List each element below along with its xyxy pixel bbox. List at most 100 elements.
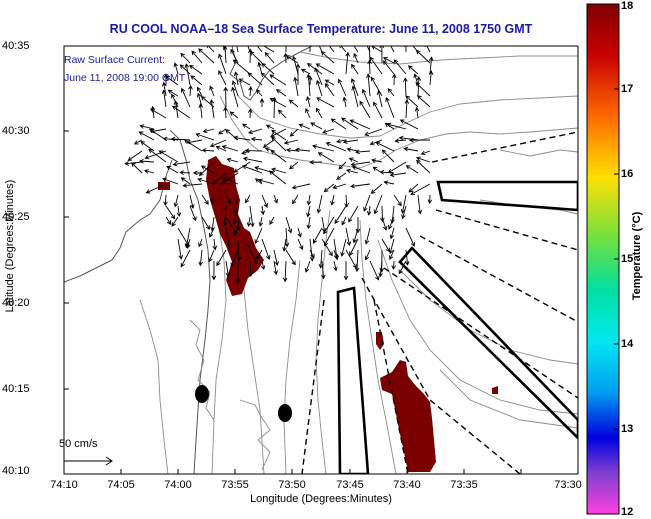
current-vector <box>427 194 433 205</box>
current-vector <box>306 73 311 97</box>
current-vector <box>273 194 278 204</box>
current-vector <box>291 183 311 190</box>
current-vector <box>366 73 371 97</box>
x-tick-label: 74:10 <box>50 479 78 491</box>
current-vector <box>405 165 419 174</box>
current-vector <box>379 46 385 64</box>
radar-sector-lines <box>301 131 578 474</box>
bathymetry-contours <box>139 51 578 474</box>
current-vector <box>351 165 371 174</box>
current-vector <box>226 157 239 163</box>
current-vector <box>211 260 217 281</box>
current-vector <box>352 227 359 244</box>
current-vector <box>247 108 253 119</box>
current-vector <box>282 238 287 252</box>
current-vector <box>256 46 263 53</box>
current-vector <box>306 194 312 206</box>
current-vector <box>165 216 172 225</box>
current-vector <box>294 147 311 153</box>
current-vector <box>364 128 383 137</box>
current-vector <box>210 194 216 205</box>
current-vector <box>416 159 431 174</box>
current-vector <box>248 86 253 97</box>
current-vector <box>345 168 359 174</box>
x-tick-label: 73:30 <box>554 479 582 491</box>
current-vector <box>309 160 323 165</box>
current-vector <box>399 119 419 130</box>
current-vector <box>412 46 419 53</box>
current-vector <box>246 216 252 228</box>
plot-frame <box>63 45 579 475</box>
current-vector <box>298 123 311 130</box>
colorbar-tick-label: 12 <box>621 506 634 518</box>
current-vector <box>361 88 371 108</box>
y-tick-label: 40:30 <box>2 125 30 137</box>
current-vector <box>291 55 299 75</box>
current-vector <box>393 59 407 75</box>
current-vector <box>271 167 287 174</box>
current-vector <box>124 161 143 166</box>
current-vector <box>275 89 287 97</box>
current-vector <box>189 194 195 210</box>
current-vector <box>310 122 323 130</box>
current-vector <box>394 138 407 144</box>
current-vector <box>309 46 311 53</box>
x-tick-label: 73:50 <box>278 479 306 491</box>
current-vector <box>381 149 395 163</box>
chart-title: RU COOL NOAA–18 Sea Surface Temperature:… <box>109 22 533 36</box>
current-vector <box>348 157 359 163</box>
current-vector <box>387 161 407 174</box>
current-vector <box>373 194 383 215</box>
current-vector <box>173 194 179 208</box>
current-vector <box>148 148 167 163</box>
current-vector <box>292 194 299 205</box>
current-vector <box>391 73 397 86</box>
current-time-label: June 11, 2008 19:00 GMT <box>64 72 186 84</box>
current-vector <box>197 177 215 185</box>
current-vector <box>324 83 335 97</box>
current-vector <box>202 128 215 134</box>
current-vector <box>171 216 179 227</box>
current-vector <box>288 99 299 108</box>
current-vector <box>265 124 275 130</box>
current-vector <box>235 260 241 284</box>
scale-label: 50 cm/s <box>59 438 98 450</box>
current-vector <box>389 227 395 240</box>
current-vector <box>186 238 191 249</box>
current-vector <box>232 205 239 225</box>
y-tick-label: 40:20 <box>2 297 30 309</box>
current-vector <box>355 217 361 234</box>
current-vector <box>254 178 263 185</box>
current-vector <box>410 183 431 195</box>
x-tick-label: 73:55 <box>221 479 249 491</box>
current-vector <box>363 194 371 212</box>
current-vector <box>349 183 371 189</box>
current-vector <box>345 51 350 75</box>
current-vector <box>390 46 395 53</box>
current-vector <box>297 238 304 251</box>
current-vector <box>209 139 227 148</box>
current-vector <box>182 183 203 188</box>
current-vector <box>260 260 266 271</box>
current-vector <box>260 46 275 53</box>
sst-warm-patches <box>158 156 498 472</box>
current-vector <box>371 158 383 163</box>
current-vector <box>236 238 242 262</box>
current-vector <box>256 89 263 97</box>
current-vector <box>225 227 231 248</box>
current-vector <box>398 260 407 275</box>
current-vector <box>325 142 347 152</box>
current-vector <box>264 51 275 64</box>
current-vector <box>351 63 359 75</box>
current-vector <box>417 194 423 215</box>
current-vector <box>277 109 287 119</box>
current-vector <box>208 249 215 263</box>
current-vector <box>179 64 191 75</box>
scale-arrow <box>64 456 113 466</box>
current-vector <box>149 128 167 141</box>
current-vector <box>323 216 335 235</box>
current-vector <box>283 139 299 145</box>
current-vector <box>223 106 228 119</box>
current-vector <box>268 170 287 185</box>
current-vector <box>366 46 371 53</box>
